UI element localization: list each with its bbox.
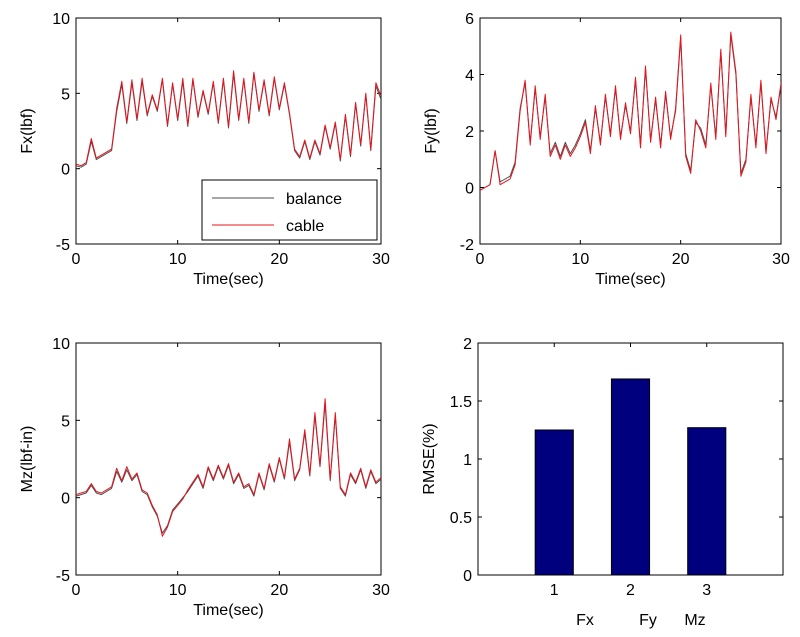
- series-line-cable: [480, 31, 781, 191]
- x-axis-label: Time(sec): [193, 602, 264, 619]
- x-tick-label: 10: [571, 251, 589, 268]
- bar-mz: [687, 427, 727, 576]
- legend-box: [201, 179, 378, 241]
- x-tick-label: 2: [626, 582, 635, 599]
- y-tick-label: 0: [61, 162, 70, 179]
- x-tick-label: 0: [476, 251, 485, 268]
- x-tick-label: 0: [72, 251, 81, 268]
- y-tick-label: 4: [465, 68, 474, 85]
- y-tick-label: 2: [465, 124, 474, 141]
- category-name-mz: Mz: [684, 612, 705, 629]
- x-tick-label: 1: [550, 582, 559, 599]
- x-tick-label: 10: [169, 582, 187, 599]
- x-tick-label: 0: [72, 582, 81, 599]
- x-tick-label: 10: [169, 251, 187, 268]
- y-tick-label: 5: [61, 413, 70, 430]
- series-line-cable: [76, 70, 381, 167]
- legend: balance cable: [201, 179, 378, 241]
- y-axis-label: Mz(lbf-in): [19, 426, 36, 493]
- category-name-fy: Fy: [639, 612, 657, 629]
- y-tick-label: -2: [460, 237, 474, 254]
- rmse-panel: 0 0.5 1 1.5 2 1 2 3 Fx Fy Mz RMSE(%): [421, 336, 784, 629]
- x-tick-label: 20: [270, 582, 288, 599]
- y-axis-label: RMSE(%): [421, 423, 438, 494]
- x-axis-label: Time(sec): [193, 271, 264, 288]
- y-tick-label: -5: [56, 568, 70, 585]
- y-tick-label: 6: [465, 11, 474, 28]
- y-tick-label: -5: [56, 237, 70, 254]
- category-name-fx: Fx: [576, 612, 594, 629]
- y-tick-label: 10: [52, 11, 70, 28]
- bar-fy: [610, 378, 651, 576]
- x-tick-label: 30: [372, 582, 390, 599]
- x-tick-label: 30: [372, 251, 390, 268]
- legend-label-balance: balance: [286, 191, 342, 208]
- y-tick-label: 0: [465, 181, 474, 198]
- x-tick-label: 20: [672, 251, 690, 268]
- y-axis-label: Fx(lbf): [19, 108, 36, 153]
- y-tick-label: 1.5: [450, 394, 472, 411]
- x-tick-label: 20: [270, 251, 288, 268]
- y-tick-label: 0: [61, 491, 70, 508]
- plot-area: [75, 342, 382, 576]
- x-axis-label: Time(sec): [595, 271, 666, 288]
- series-line-cable: [76, 398, 381, 537]
- y-tick-label: 0.5: [450, 510, 472, 527]
- y-tick-label: 5: [61, 86, 70, 103]
- y-tick-label: 10: [52, 336, 70, 353]
- series-line-balance: [76, 73, 381, 168]
- legend-label-cable: cable: [286, 218, 324, 235]
- y-tick-label: 0: [463, 568, 472, 585]
- x-tick-label: 30: [772, 251, 790, 268]
- y-axis-label: Fy(lbf): [423, 108, 440, 153]
- y-tick-label: 1: [463, 452, 472, 469]
- x-tick-label: 3: [702, 582, 711, 599]
- y-tick-label: 2: [463, 336, 472, 353]
- bar-fx: [534, 429, 574, 576]
